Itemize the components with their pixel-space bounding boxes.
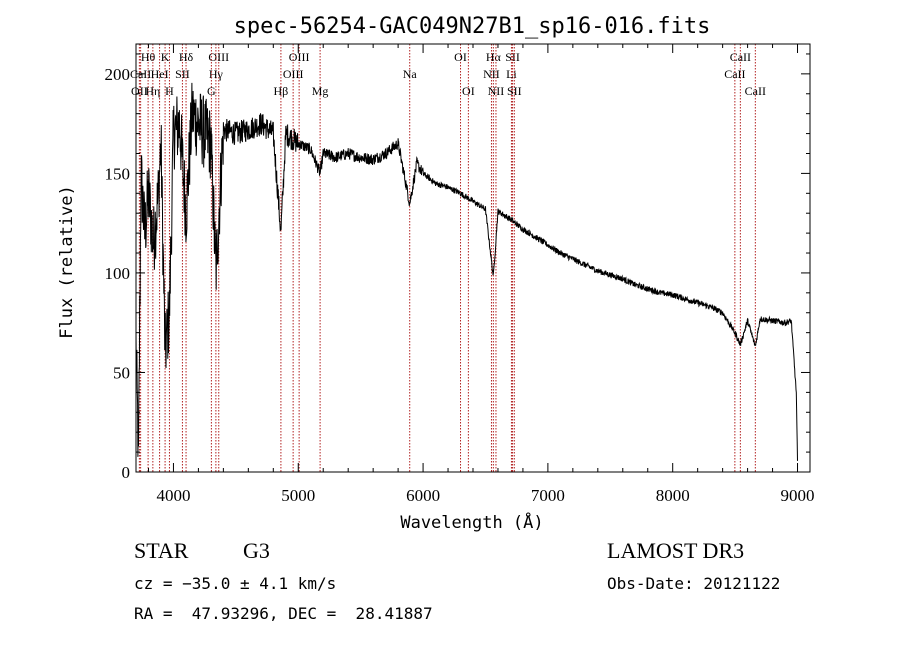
spectral-line-label: Li [506, 67, 517, 81]
sky-coordinates: RA = 47.93296, DEC = 28.41887 [134, 604, 433, 623]
spectral-line-label: Hβ [274, 84, 289, 98]
spectral-line-label: Na [403, 67, 418, 81]
plot-frame [135, 43, 811, 473]
y-axis-title: Flux (relative) [57, 185, 77, 339]
chart-title: spec-56254-GAC049N27B1_sp16-016.fits [234, 14, 711, 39]
spectral-line-label: NII [483, 67, 500, 81]
x-tick-label: 7000 [531, 486, 565, 505]
spectral-line-label: Hα [486, 50, 502, 64]
x-tick-label: 4000 [156, 486, 190, 505]
y-tick-label: 0 [122, 463, 131, 482]
x-tick-label: 8000 [656, 486, 690, 505]
spectral-line-label: H [165, 84, 174, 98]
spectral-line-label: CaII [724, 67, 745, 81]
x-tick-label: 6000 [406, 486, 440, 505]
spectral-line-label: OI [454, 50, 467, 64]
spectral-line-label: K [161, 50, 170, 64]
spectral-line-label: SII [175, 67, 190, 81]
x-tick-label: 5000 [281, 486, 315, 505]
spectral-line-label: G [207, 84, 216, 98]
y-tick-label: 100 [105, 264, 131, 283]
spectral-line-label: OI [462, 84, 475, 98]
spectral-line-label: OII [131, 84, 148, 98]
y-tick-label: 200 [105, 65, 131, 84]
spectral-line-label: CaII [745, 84, 766, 98]
spectral-line-label: SII [507, 84, 522, 98]
spectral-line-label: Hθ [141, 50, 156, 64]
spectral-line-label: HeI [151, 67, 169, 81]
x-tick-label: 9000 [781, 486, 815, 505]
y-tick-label: 150 [105, 164, 131, 183]
x-axis-title: Wavelength (Å) [400, 511, 543, 533]
y-tick-label: 50 [113, 363, 130, 382]
redshift-cz: cz = −35.0 ± 4.1 km/s [134, 574, 337, 593]
spectral-line-label: OIII [208, 50, 229, 64]
survey-label: LAMOST DR3 [607, 538, 745, 563]
spectral-line-label: CaII [730, 50, 751, 64]
spectral-line-label: SII [505, 50, 520, 64]
observation-date: Obs-Date: 20121122 [607, 574, 781, 593]
axis-ticks: 4000 5000 6000 7000 8000 9000 0 50 100 150 200 [105, 44, 815, 505]
spectral-line-label: OIII [289, 50, 310, 64]
spectrum-curve [135, 82, 798, 461]
spectral-line-label: Hγ [209, 67, 224, 81]
spectral-line-label: Hη [145, 84, 160, 98]
spectral-line-label: NII [488, 84, 505, 98]
spectral-line-label: Hδ [179, 50, 194, 64]
object-class: STAR [134, 538, 189, 563]
object-subclass: G3 [243, 538, 270, 563]
spectral-line-label: OIII [283, 67, 304, 81]
spectral-line-label: Mg [312, 84, 329, 98]
